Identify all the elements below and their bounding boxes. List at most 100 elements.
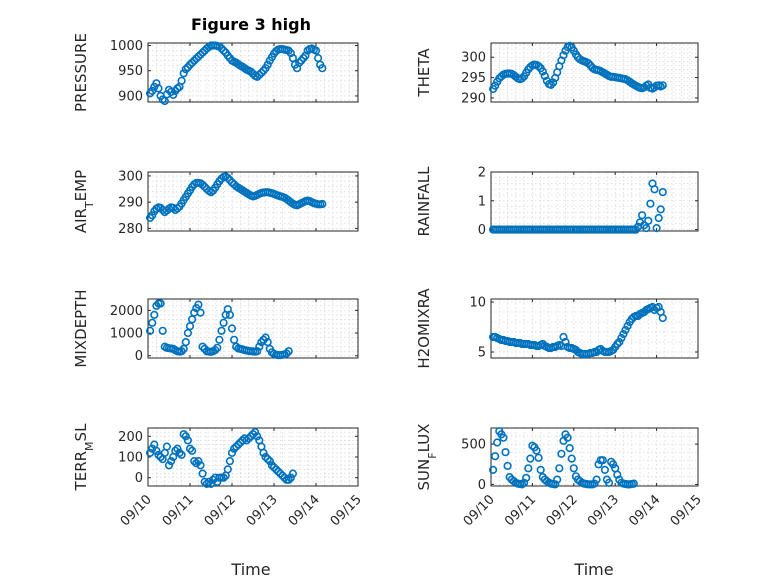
data-point xyxy=(592,475,601,484)
data-point xyxy=(608,460,618,469)
data-point xyxy=(269,463,279,472)
data-point xyxy=(503,461,512,471)
data-point xyxy=(213,477,222,487)
data-point xyxy=(246,67,255,76)
data-point xyxy=(158,326,167,335)
data-point xyxy=(557,449,566,458)
y-tick-label: 290 xyxy=(461,91,486,106)
data-point xyxy=(253,347,262,356)
x-tick-label: 09/11 xyxy=(502,492,539,529)
data-point xyxy=(173,444,182,453)
y-tick-label: 1 xyxy=(478,194,486,209)
y-tick-label: 1000 xyxy=(110,39,143,54)
data-point xyxy=(501,448,510,457)
data-point xyxy=(594,460,603,469)
data-point xyxy=(318,64,327,73)
data-point xyxy=(658,188,667,197)
data-point xyxy=(658,81,667,90)
data-point xyxy=(615,337,624,347)
data-point xyxy=(272,465,281,474)
y-tick-label: 290 xyxy=(118,196,143,211)
data-point xyxy=(644,216,653,225)
y-tick-label: 300 xyxy=(461,51,486,66)
data-point xyxy=(493,438,502,447)
data-point xyxy=(156,299,165,308)
x-tick-label: 09/14 xyxy=(626,492,663,529)
data-point xyxy=(188,446,197,455)
x-tick-label: 09/15 xyxy=(668,492,705,529)
plot-area xyxy=(491,172,698,231)
data-point xyxy=(255,342,264,351)
data-point xyxy=(538,67,547,76)
data-point xyxy=(196,308,205,317)
data-point xyxy=(211,346,220,355)
data-point xyxy=(259,335,268,344)
axes-box xyxy=(147,171,359,232)
data-point xyxy=(278,471,287,480)
data-point xyxy=(156,452,165,462)
y-axis-label-5: H2OMIXRA xyxy=(415,288,433,369)
y-tick-label: 0 xyxy=(135,349,143,364)
data-point xyxy=(286,473,295,482)
data-point xyxy=(559,51,568,60)
y-tick-label: 0 xyxy=(478,223,486,238)
data-point xyxy=(598,456,607,465)
data-point xyxy=(284,475,293,484)
data-point xyxy=(185,444,195,453)
x-tick-label: 09/14 xyxy=(286,492,323,529)
data-point xyxy=(177,76,186,85)
y-axis-label-2: AIRTEMP xyxy=(72,170,96,233)
data-point xyxy=(637,211,647,220)
y-axis-label-7: SUNFLUX xyxy=(415,424,439,491)
data-point xyxy=(198,342,207,351)
data-point xyxy=(267,461,277,470)
data-point xyxy=(524,464,533,473)
y-axis-label-6: TERRMSL xyxy=(72,423,96,492)
x-tick-label: 09/12 xyxy=(544,492,581,529)
data-point xyxy=(551,480,560,489)
data-point xyxy=(282,349,291,358)
data-point xyxy=(148,444,157,453)
data-point xyxy=(489,465,498,475)
data-point xyxy=(642,224,651,233)
data-point xyxy=(223,465,232,474)
data-point xyxy=(194,457,203,466)
data-point xyxy=(198,469,207,478)
data-point xyxy=(604,478,614,487)
data-point xyxy=(565,444,574,453)
data-point xyxy=(169,90,178,99)
subplot-theta: 290 295 300 THETA xyxy=(415,41,699,106)
data-point xyxy=(650,185,659,194)
y-tick-label: 0 xyxy=(135,471,143,486)
subplot-rainfall: 0 1 2 RAINFALL xyxy=(415,166,699,238)
data-point xyxy=(559,332,568,342)
data-point xyxy=(590,479,599,488)
data-point xyxy=(259,448,268,458)
data-point xyxy=(621,325,630,335)
data-point xyxy=(255,70,264,79)
data-point xyxy=(540,71,549,81)
data-point xyxy=(555,464,564,473)
data-point xyxy=(311,46,321,55)
x-tick-label: 09/10 xyxy=(461,492,498,529)
data-point xyxy=(173,204,182,213)
data-point xyxy=(215,335,224,344)
x-tick-label: 09/15 xyxy=(328,492,365,529)
y-tick-label: 500 xyxy=(461,438,486,453)
data-point xyxy=(213,343,222,352)
subplot-sun-flux: 0 500 09/10 09/11 09/12 09/13 09/14 09/15 SUNFLU… xyxy=(415,424,705,530)
axes-box xyxy=(490,42,699,103)
data-point xyxy=(251,428,260,437)
data-point xyxy=(150,310,159,320)
data-point xyxy=(223,173,232,183)
y-tick-label: 280 xyxy=(118,222,143,237)
data-point xyxy=(152,301,161,310)
y-axis-label-3: RAINFALL xyxy=(415,166,433,237)
data-point xyxy=(154,84,163,93)
x-axis-label-left: Time xyxy=(230,560,270,579)
axes-box xyxy=(490,171,699,232)
data-point xyxy=(499,433,508,442)
data-point xyxy=(656,205,665,214)
data-point xyxy=(263,455,272,464)
